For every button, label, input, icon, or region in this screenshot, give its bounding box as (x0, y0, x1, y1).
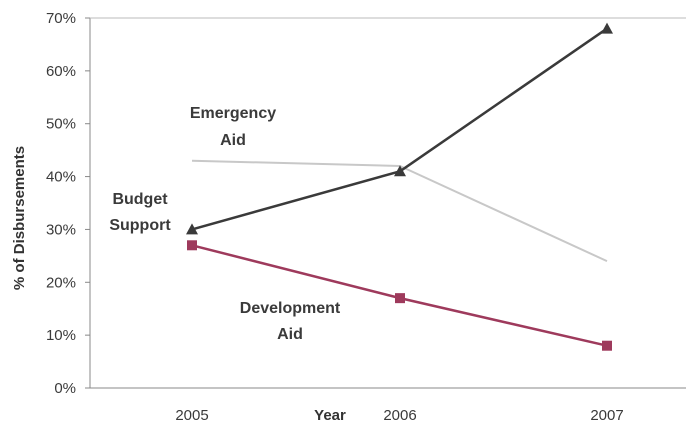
y-axis-title: % of Disbursements (11, 146, 28, 290)
development-aid-marker (395, 293, 405, 304)
budget-support-marker (394, 165, 406, 177)
budget-support-marker (186, 223, 198, 235)
development-aid-marker (602, 340, 612, 351)
budget-support-line (191, 27, 608, 231)
y-tick-label: 50% (46, 116, 76, 133)
emergency-aid-label: Aid (220, 132, 246, 149)
x-tick-label: 2006 (383, 407, 416, 424)
x-axis-title: Year (314, 407, 346, 424)
y-tick-label: 10% (46, 327, 76, 344)
y-tick-label: 20% (46, 274, 76, 291)
y-tick-label: 60% (46, 63, 76, 80)
development-aid-marker (187, 240, 197, 251)
y-axis-ticks: 0% 10% 20% 30% 40% 50% 60% 70% (46, 10, 90, 397)
series-labels: Budget Support Emergency Aid Development Aid (109, 105, 341, 343)
y-tick-label: 0% (54, 380, 76, 397)
development-aid-label: Development (240, 300, 341, 317)
axes (89, 17, 686, 389)
x-axis-ticks: 2005 2006 2007 (175, 407, 623, 424)
budget-support-label: Budget (112, 191, 168, 208)
series (186, 22, 613, 351)
y-tick-label: 70% (46, 10, 76, 27)
budget-support-marker (601, 22, 613, 34)
budget-support-label: Support (109, 217, 171, 234)
y-tick-label: 40% (46, 169, 76, 186)
x-tick-label: 2007 (590, 407, 623, 424)
y-tick-label: 30% (46, 221, 76, 238)
emergency-aid-label: Emergency (190, 105, 276, 122)
x-tick-label: 2005 (175, 407, 208, 424)
development-aid-label: Aid (277, 326, 303, 343)
